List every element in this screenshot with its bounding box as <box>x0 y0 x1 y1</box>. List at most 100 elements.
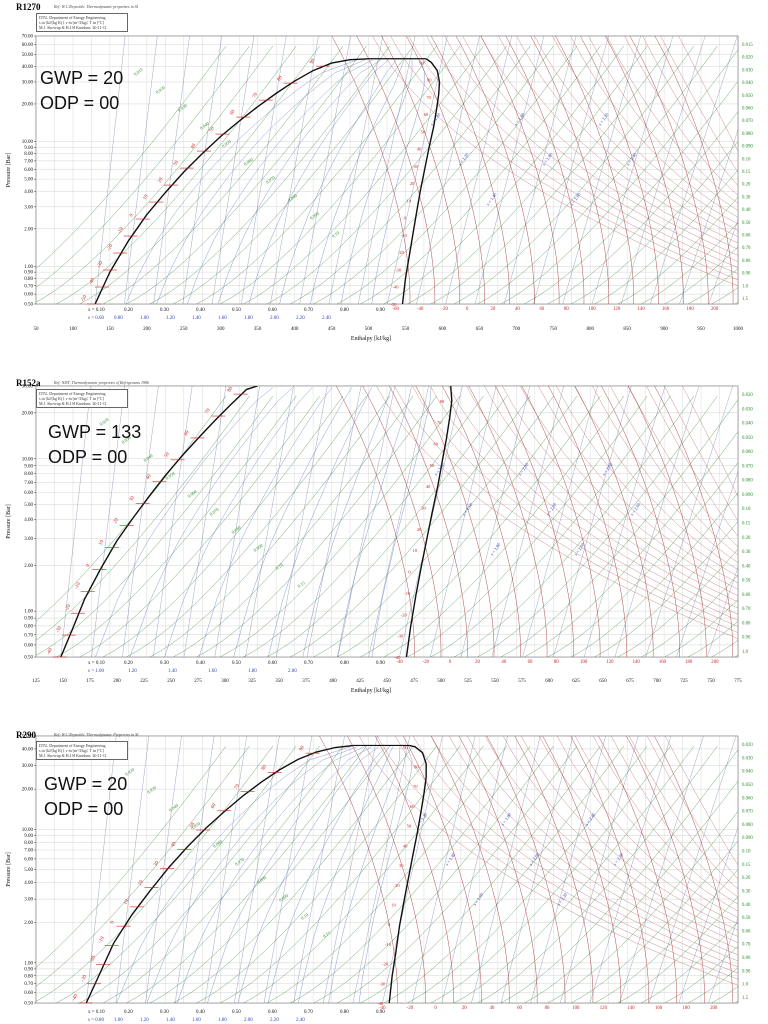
quality-line <box>176 746 365 1003</box>
y-tick-label: 6.00 <box>24 858 33 863</box>
isotherm-line <box>624 36 738 196</box>
quality-label: 0.70 <box>304 308 313 313</box>
isochore-label: 0.30 <box>742 889 751 894</box>
isentrope-line <box>387 36 448 304</box>
isotherm-label: 20 <box>462 1006 467 1011</box>
y-tick-label: 10.00 <box>22 828 34 833</box>
refrigerant-name: R290 <box>16 730 36 740</box>
vapor-temperature-label: 20 <box>395 883 400 888</box>
quality-line <box>129 387 293 657</box>
isotherm-label: 120 <box>606 660 614 665</box>
x-axis-title: Enthalpy [kJ/kg] <box>351 336 391 342</box>
saturated-liquid-line <box>94 58 369 304</box>
quality-label: 0.80 <box>340 661 349 666</box>
isotherm-label: -40 <box>396 660 403 665</box>
saturation-temperature-label: 10 <box>143 194 150 201</box>
vapor-temperature-label: 10 <box>391 902 396 907</box>
isochore-label: 0.050 <box>742 94 753 99</box>
x-tick-label: 475 <box>410 679 418 684</box>
x-tick-label: 200 <box>113 679 121 684</box>
isentrope-line <box>708 917 738 1003</box>
x-tick-label: 550 <box>491 679 499 684</box>
isentrope-line <box>211 36 255 304</box>
vapor-temperature-label: -20 <box>401 612 408 617</box>
y-tick-label: 0.80 <box>24 624 33 629</box>
isotherm-label: 120 <box>600 1006 608 1011</box>
isotherm-label: 180 <box>685 660 693 665</box>
saturation-temperature-label: 90 <box>309 58 316 65</box>
isotherm-label: 20 <box>475 660 480 665</box>
saturation-temperature-label: 70 <box>252 92 259 99</box>
saturation-temperature-label: -20 <box>64 603 72 612</box>
isotherm-label: 60 <box>528 660 533 665</box>
saturation-temperature-label: 40 <box>190 143 197 150</box>
y-tick-label: 3.00 <box>24 205 33 210</box>
saturation-temperature-label: 20 <box>138 879 145 886</box>
isochore-line <box>477 395 718 657</box>
isochore-inline-label: 0.050 <box>165 470 177 480</box>
isotherm-label: 160 <box>659 660 667 665</box>
isentrope-line <box>352 736 411 1003</box>
isentrope-line <box>234 736 280 1003</box>
y-tick-label: 1.00 <box>24 265 33 270</box>
quality-line <box>267 746 387 1003</box>
info-line: DTU, Department of Energy Engineering <box>39 15 106 20</box>
y-tick-label: 70.00 <box>22 35 34 40</box>
vapor-temperature-label: 60 <box>424 112 429 117</box>
isochore-line <box>617 896 738 1003</box>
isentrope-line <box>241 36 287 304</box>
entropy-tick-label: 1.80 <box>244 316 253 321</box>
isotherm-line <box>555 36 634 304</box>
y-tick-label: 0.50 <box>24 1002 33 1007</box>
isotherm-line <box>593 736 738 905</box>
isotherm-line <box>530 36 610 304</box>
x-tick-label: 250 <box>167 679 175 684</box>
isotherm-line <box>362 386 442 657</box>
quality-label: 0.20 <box>124 1010 133 1015</box>
isotherm-line <box>610 386 738 556</box>
isotherm-label: 20 <box>491 307 496 312</box>
plot-body <box>36 736 738 1003</box>
isochore-label: 0.70 <box>742 607 751 612</box>
isotherm-line <box>413 736 738 968</box>
x-tick-label: 575 <box>518 679 526 684</box>
isochore-inline-label: 0.040 <box>199 120 211 130</box>
vapor-temperature-label: 40 <box>417 147 422 152</box>
y-tick-label: 30.00 <box>22 385 34 390</box>
isochore-label: 0.030 <box>742 407 753 412</box>
vapor-temperature-label: 50 <box>421 129 426 134</box>
quality-line <box>217 59 381 304</box>
isochore-line <box>36 745 227 968</box>
isotherm-line <box>381 36 460 304</box>
saturated-vapor-line <box>388 744 427 1003</box>
isentrope-line <box>708 219 738 304</box>
isotherm-line <box>516 36 738 237</box>
saturation-temperature-label: 90 <box>299 745 306 752</box>
isentrope-line <box>533 36 609 304</box>
isotherm-line <box>627 386 707 657</box>
saturation-temperature-label: 70 <box>234 783 241 790</box>
isochore-label: 0.15 <box>742 522 751 527</box>
saturation-temperature-label: -30 <box>97 260 105 269</box>
isotherm-line <box>431 736 738 962</box>
y-tick-label: 4.00 <box>24 518 33 523</box>
quality-line <box>337 387 412 657</box>
x-tick-label: 225 <box>140 679 148 684</box>
isotherm-label: -40 <box>379 1006 386 1011</box>
isochore-label: 0.20 <box>742 536 751 541</box>
quality-line <box>125 59 358 304</box>
quality-label: 0.50 <box>232 308 241 313</box>
isentrope-line <box>276 386 328 657</box>
isotherm-label: 80 <box>554 660 559 665</box>
isochore-inline-label: 0.060 <box>187 488 199 498</box>
isentrope-line <box>504 36 577 304</box>
isochore-line <box>290 45 531 304</box>
quality-line <box>358 746 413 1003</box>
isochore-label: 0.15 <box>742 170 751 175</box>
quality-line <box>198 387 333 657</box>
isentrope-line <box>60 386 92 657</box>
entropy-tick-label: s = 1.00 <box>88 669 105 674</box>
entropy-tick-label: 2.40 <box>322 316 331 321</box>
isotherm-line <box>678 36 738 152</box>
info-box: DTU, Department of Energy Engineering s … <box>36 389 128 408</box>
